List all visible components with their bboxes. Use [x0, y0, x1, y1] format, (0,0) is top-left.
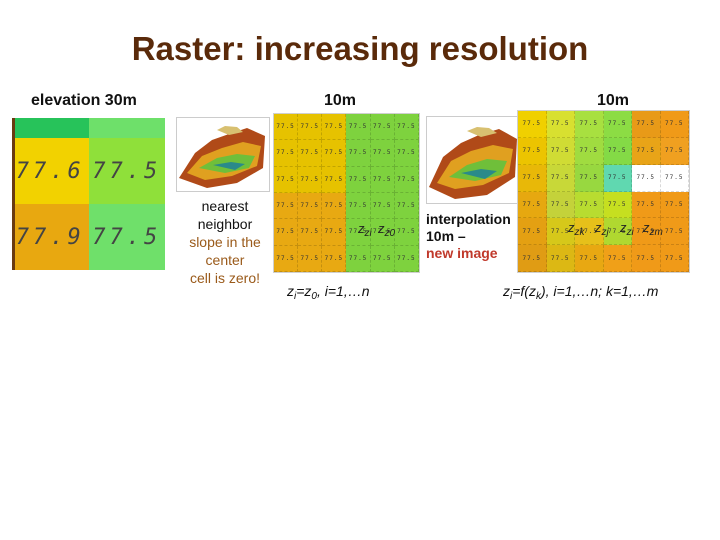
resolution-label-right: 10m	[597, 92, 630, 109]
interp-label-zi: zzi	[620, 220, 634, 238]
nn-grid-cell: 77.5	[346, 140, 371, 167]
nn-grid-cell: 77.5	[274, 114, 299, 141]
nn-grid-cell: 77.5	[346, 245, 371, 272]
resolution-label-left: 10m	[324, 92, 357, 109]
interp-grid-cell: 77.5	[546, 164, 575, 192]
interp-grid-cell: 77.5	[575, 191, 604, 219]
interp-grid-cell: 77.5	[575, 137, 604, 165]
nn-grid-cell: 77.5	[394, 114, 419, 141]
big-grid-cell	[88, 118, 165, 138]
elevation-30m-grid: 77.6 77.5 77.9 77.5	[12, 118, 165, 270]
nn-grid-cell: 77.5	[346, 114, 371, 141]
interp-grid-cell: 77.5	[660, 218, 689, 246]
nn-grid-cell: 77.5	[370, 245, 395, 272]
interp-grid-cell: 77.5	[518, 218, 547, 246]
terrain-thumbnail-left	[176, 117, 270, 192]
interp-grid-cell: 77.5	[632, 164, 661, 192]
nn-grid-cell: 77.5	[298, 114, 323, 141]
interp-grid-cell: 77.5	[660, 137, 689, 165]
nearest-neighbor-caption: nearest neighbor slope in the center cel…	[189, 198, 261, 286]
nearest-neighbor-grid: 77.5 77.5 77.5 77.5 77.5 77.5 77.5 77.5 77.5 77.5…	[273, 113, 420, 273]
nn-grid-cell: 77.5	[274, 193, 299, 220]
interp-grid-cell: 77.5	[546, 111, 575, 138]
formula-interpolation: zi=f(zk), i=1,…n; k=1,…m	[503, 283, 659, 302]
nn-grid-cell: 77.5	[394, 140, 419, 167]
interp-grid-cell: 77.5	[632, 111, 661, 138]
interp-grid-cell: 77.5	[632, 245, 661, 272]
nn-grid-cell: 77.5	[394, 245, 419, 272]
nn-grid-cell: 77.5	[322, 166, 347, 193]
interp-grid-cell: 77.5	[603, 191, 632, 219]
nn-grid-cell: 77.5	[322, 245, 347, 272]
interp-label-zj: zzj	[595, 220, 609, 238]
nn-grid-cell: 77.5	[274, 166, 299, 193]
interp-grid-cell: 77.5	[575, 111, 604, 138]
big-grid-cell	[12, 118, 89, 138]
nn-grid-cell: 77.5	[298, 193, 323, 220]
interp-grid-cell: 77.5	[518, 191, 547, 219]
interp-grid-cell: 77.5	[575, 164, 604, 192]
interp-grid-cell: 77.5	[660, 245, 689, 272]
nn-grid-cell: 77.5	[298, 245, 323, 272]
interp-grid-cell: 77.5	[518, 137, 547, 165]
nn-grid-cell: 77.5	[298, 219, 323, 246]
interp-grid-cell: 77.5	[660, 164, 689, 192]
interp-grid-cell: 77.5	[632, 137, 661, 165]
interp-grid-cell: 77.5	[603, 164, 632, 192]
nn-grid-cell: 77.5	[274, 140, 299, 167]
nn-grid-cell: 77.5	[322, 193, 347, 220]
big-grid-cell: 77.5	[88, 204, 165, 270]
interp-grid-cell: 77.5	[603, 245, 632, 272]
nn-grid-cell: 77.5	[394, 219, 419, 246]
nn-grid-cell: 77.5	[370, 219, 395, 246]
nn-grid-cell: 77.5	[394, 193, 419, 220]
interp-grid-cell: 77.5	[603, 218, 632, 246]
interp-grid-cell: 77.5	[575, 218, 604, 246]
interpolation-caption: interpolation 10m – new image	[426, 211, 511, 261]
nn-grid-cell: 77.5	[274, 219, 299, 246]
interp-grid-cell: 77.5	[546, 137, 575, 165]
interp-grid-cell: 77.5	[518, 111, 547, 138]
nn-grid-cell: 77.5	[346, 166, 371, 193]
interp-grid-cell: 77.5	[632, 191, 661, 219]
nn-grid-cell: 77.5	[298, 140, 323, 167]
nn-grid-cell: 77.5	[394, 166, 419, 193]
interp-grid-cell: 77.5	[632, 218, 661, 246]
nn-grid-cell: 77.5	[322, 219, 347, 246]
grid-left-border	[12, 118, 15, 270]
interp-label-zk: zzk	[568, 220, 585, 238]
big-grid-cell: 77.9	[12, 204, 89, 270]
interp-grid-cell: 77.5	[603, 137, 632, 165]
interpolation-grid: 77.5 77.5 77.5 77.5 77.5 77.5 77.5 77.5 77.5 77.5…	[517, 110, 690, 273]
formula-nearest-neighbor: zi=z0, i=1,…n	[287, 283, 370, 302]
nn-grid-cell: 77.5	[370, 193, 395, 220]
nn-grid-cell: 77.5	[322, 140, 347, 167]
nn-label-zi: zzi	[358, 221, 372, 239]
interp-grid-cell: 77.5	[546, 191, 575, 219]
interp-grid-cell: 77.5	[546, 245, 575, 272]
nn-grid-cell: 77.5	[274, 245, 299, 272]
nn-grid-cell: 77.5	[346, 219, 371, 246]
nn-label-z0: zz0	[378, 221, 396, 239]
big-grid-cell: 77.5	[88, 138, 165, 204]
nn-grid-cell: 77.5	[370, 114, 395, 141]
nn-grid-cell: 77.5	[370, 140, 395, 167]
interp-grid-cell: 77.5	[546, 218, 575, 246]
interp-grid-cell: 77.5	[518, 245, 547, 272]
nn-grid-cell: 77.5	[298, 166, 323, 193]
nn-grid-cell: 77.5	[322, 114, 347, 141]
slide-title: Raster: increasing resolution	[131, 30, 589, 67]
interp-grid-cell: 77.5	[660, 111, 689, 138]
terrain-thumbnail-right	[426, 116, 520, 204]
elevation-label: elevation 30m	[31, 92, 137, 109]
interp-label-zm: zzm	[643, 220, 663, 238]
interp-grid-cell: 77.5	[603, 111, 632, 138]
nn-grid-cell: 77.5	[346, 193, 371, 220]
interp-grid-cell: 77.5	[660, 191, 689, 219]
interp-grid-cell: 77.5	[518, 164, 547, 192]
interp-grid-cell: 77.5	[575, 245, 604, 272]
nn-grid-cell: 77.5	[370, 166, 395, 193]
big-grid-cell: 77.6	[12, 138, 89, 204]
